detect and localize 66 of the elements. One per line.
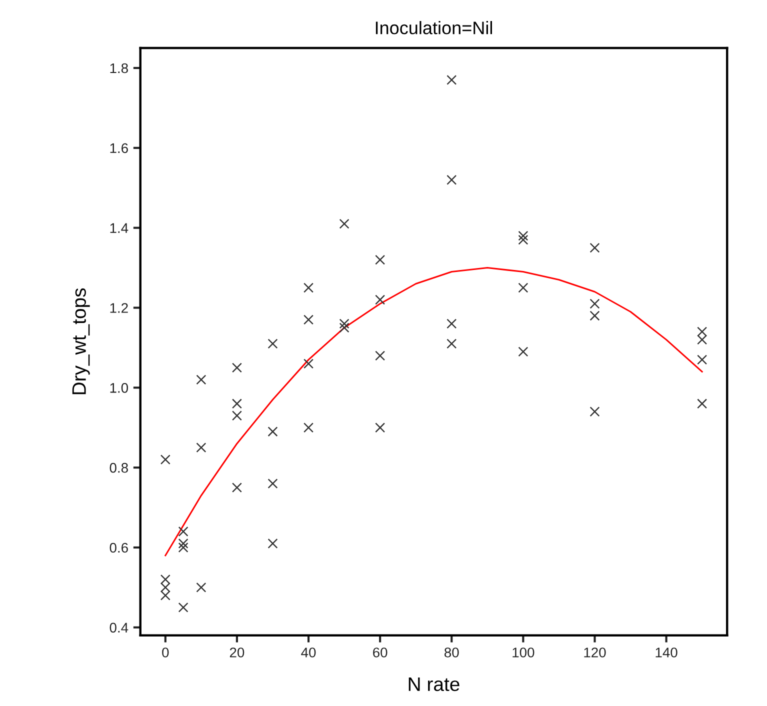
y-tick-label: 1.8 (110, 63, 128, 74)
point (446, 318, 457, 329)
x-tick-label: 100 (512, 648, 534, 658)
point (160, 582, 170, 592)
point (518, 346, 528, 357)
point (160, 454, 170, 465)
x-axis-title: N rate (408, 678, 460, 692)
point (178, 542, 188, 553)
point (339, 218, 350, 229)
point (178, 538, 188, 549)
point (375, 422, 386, 433)
line-series (164, 267, 703, 556)
point (590, 310, 600, 321)
point (232, 362, 242, 373)
point (518, 282, 528, 293)
x-tick-label: 20 (230, 648, 244, 658)
point (697, 326, 708, 337)
point (375, 294, 386, 305)
x-tick-label: 0 (162, 648, 169, 658)
point (160, 574, 170, 584)
point (375, 254, 386, 265)
point (268, 338, 278, 349)
y-axis-title: Dry_wt_tops (72, 288, 90, 394)
point (196, 442, 206, 453)
y-tick-label: 1.4 (110, 223, 128, 233)
y-tick-label: 1.0 (110, 382, 128, 393)
y-tick-label: 0.6 (110, 542, 128, 553)
point (518, 234, 528, 245)
x-tick-label: 40 (301, 648, 316, 658)
point (697, 354, 708, 365)
x-tick-label: 60 (373, 648, 388, 658)
point (304, 422, 314, 433)
point (196, 582, 206, 592)
point (178, 526, 188, 537)
point (590, 242, 600, 253)
point (232, 410, 242, 421)
y-tick-label: 1.6 (110, 143, 128, 154)
x-tick-label: 120 (584, 648, 606, 658)
point (196, 374, 206, 385)
point (446, 338, 457, 349)
point (446, 74, 457, 85)
point (590, 406, 600, 417)
point (697, 398, 708, 409)
point (160, 590, 170, 600)
point (304, 358, 314, 369)
point (232, 398, 242, 409)
point (268, 478, 278, 489)
point (446, 174, 457, 185)
y-tick-label: 1.2 (110, 303, 128, 313)
point (304, 282, 314, 293)
x-tick-label: 80 (444, 648, 459, 658)
point (232, 482, 242, 493)
y-tick-label: 0.8 (110, 462, 128, 473)
x-tick-label: 140 (656, 648, 678, 658)
point (268, 426, 278, 437)
chart-title: Inoculation=Nil (376, 21, 492, 34)
point (339, 318, 350, 329)
point (518, 230, 528, 241)
point (375, 350, 386, 361)
y-tick-label: 0.4 (110, 622, 128, 633)
point (268, 538, 278, 549)
point (304, 314, 314, 325)
point (697, 334, 708, 345)
point (178, 602, 188, 612)
point (590, 298, 600, 309)
point (339, 322, 350, 333)
